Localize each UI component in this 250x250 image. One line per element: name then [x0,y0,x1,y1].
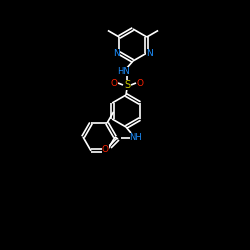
Text: S: S [124,80,130,90]
Text: O: O [110,78,117,88]
Text: N: N [146,48,153,58]
Text: N: N [113,48,119,58]
Text: O: O [102,144,108,154]
Text: O: O [136,78,143,88]
Text: NH: NH [130,132,142,141]
Text: HN: HN [116,66,130,76]
